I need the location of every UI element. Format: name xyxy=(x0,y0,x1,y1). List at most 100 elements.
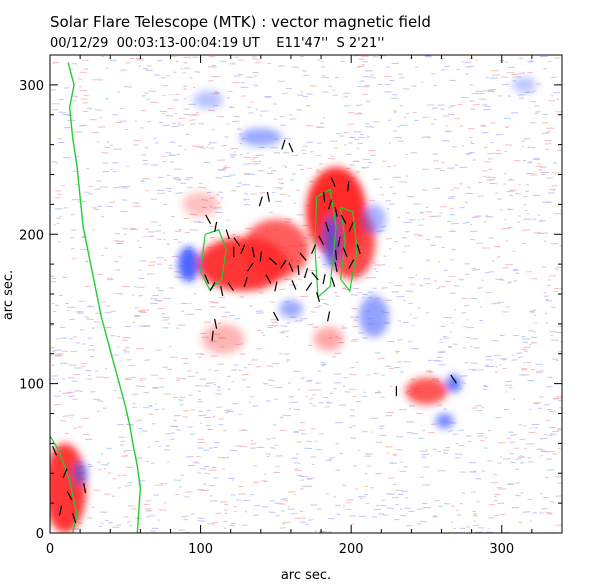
noise-dash xyxy=(132,202,140,204)
field-vector xyxy=(311,271,319,281)
y-tick-label: 100 xyxy=(19,378,44,393)
noise-dash xyxy=(163,502,166,504)
noise-dash xyxy=(56,222,60,225)
noise-dash xyxy=(51,161,57,163)
noise-dash xyxy=(441,140,450,142)
noise-dash xyxy=(551,339,559,341)
noise-dash xyxy=(290,179,295,181)
transverse-field-vectors xyxy=(52,139,457,523)
field-vector xyxy=(66,491,73,501)
field-vector xyxy=(274,281,278,292)
noise-dash xyxy=(472,269,481,271)
noise-dash xyxy=(496,198,502,200)
noise-dash xyxy=(291,154,299,157)
noise-dash xyxy=(321,76,330,79)
field-vector xyxy=(251,247,255,258)
noise-dash xyxy=(114,269,121,271)
noise-dash xyxy=(162,94,166,97)
noise-dash xyxy=(289,114,293,116)
x-tick-label: 0 xyxy=(46,542,54,557)
noise-dash xyxy=(434,280,437,282)
field-vector xyxy=(337,236,341,247)
y-tick-label: 300 xyxy=(19,79,44,94)
noise-dash xyxy=(525,190,529,193)
noise-dash xyxy=(137,295,143,297)
noise-dash xyxy=(235,186,241,188)
chart-subtitle: 00/12/29 00:03:13-00:04:19 UT E11'47'' S… xyxy=(50,36,385,51)
noise-dash xyxy=(309,402,313,405)
noise-dash xyxy=(87,374,91,377)
noise-dash xyxy=(293,202,297,205)
noise-dash xyxy=(513,280,518,282)
noise-dash xyxy=(146,273,154,275)
x-tick-label: 100 xyxy=(188,542,213,557)
noise-dash xyxy=(445,446,451,449)
noise-dash xyxy=(289,284,298,286)
noise-dash xyxy=(196,472,202,474)
noise-dash xyxy=(309,85,317,87)
noise-dash xyxy=(496,149,501,152)
field-vector xyxy=(240,244,246,255)
noise-dash xyxy=(547,192,555,194)
noise-dash xyxy=(431,107,438,109)
noise-dash xyxy=(553,162,558,164)
noise-dash xyxy=(387,477,395,479)
noise-dash xyxy=(457,514,462,516)
field-vector xyxy=(214,318,218,329)
noise-dash xyxy=(436,287,440,289)
field-vector xyxy=(209,281,216,292)
noise-dash xyxy=(511,359,518,361)
noise-dash xyxy=(490,77,499,79)
noise-dash xyxy=(96,461,101,463)
noise-dash xyxy=(266,365,274,367)
field-vector xyxy=(325,221,330,232)
noise-dash xyxy=(357,112,363,114)
field-vector xyxy=(330,177,336,187)
noise-dash xyxy=(357,136,365,139)
field-vector xyxy=(297,265,300,276)
noise-dash xyxy=(198,186,207,189)
noise-dash xyxy=(209,147,216,149)
noise-dash xyxy=(528,461,535,463)
field-vector xyxy=(62,468,68,479)
noise-dash xyxy=(414,274,418,276)
field-vector xyxy=(204,274,210,284)
noise-dash xyxy=(253,514,260,516)
noise-dash xyxy=(62,415,69,417)
noise-dash xyxy=(458,429,464,431)
x-tick-label: 300 xyxy=(489,542,514,557)
field-vector xyxy=(318,235,325,245)
field-vector xyxy=(303,268,309,279)
noise-dash xyxy=(161,408,166,410)
noise-dash xyxy=(212,521,219,524)
field-vector xyxy=(305,282,313,292)
field-vector xyxy=(347,181,350,192)
noise-dash xyxy=(465,336,471,339)
noise-dash xyxy=(529,408,532,411)
noise-dash xyxy=(364,493,368,496)
noise-dash xyxy=(438,364,446,366)
noise-dash xyxy=(199,147,207,149)
field-vector xyxy=(265,274,272,284)
noise-dash xyxy=(518,72,526,74)
noise-dash xyxy=(162,124,171,127)
noise-dash xyxy=(51,277,57,280)
negative-field-region xyxy=(278,299,303,318)
noise-dash xyxy=(482,104,488,106)
noise-dash xyxy=(194,385,203,387)
noise-dash xyxy=(51,375,58,377)
noise-dash xyxy=(113,389,117,392)
noise-dash xyxy=(256,347,262,350)
x-tick-label: 200 xyxy=(339,542,364,557)
noise-dash xyxy=(512,268,518,271)
noise-dash xyxy=(386,452,390,454)
noise-dash xyxy=(463,325,466,328)
noise-dash xyxy=(491,260,495,262)
noise-dash xyxy=(287,382,292,384)
noise-dash xyxy=(141,95,146,97)
field-vector xyxy=(259,251,262,262)
field-vector xyxy=(322,274,326,285)
noise-dash xyxy=(419,284,424,287)
field-vector xyxy=(258,196,263,207)
